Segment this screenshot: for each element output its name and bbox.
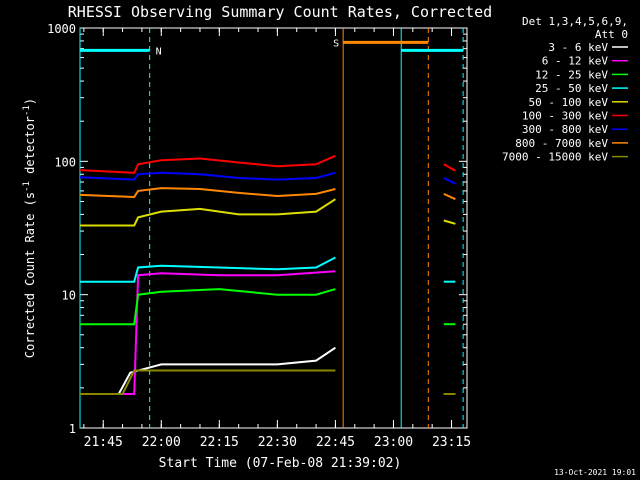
series-line xyxy=(443,219,456,225)
x-tick-label: 22:45 xyxy=(316,435,355,450)
legend-entry-label: 25 - 50 keV xyxy=(535,82,608,95)
legend-entry-label: 7000 - 15000 keV xyxy=(502,151,608,164)
series-line xyxy=(80,270,336,395)
legend-header: Det 1,3,4,5,6,9, xyxy=(522,15,628,28)
legend-entry-label: 300 - 800 keV xyxy=(522,123,608,136)
flag-label: S xyxy=(333,38,339,49)
timestamp: 13-Oct-2021 19:01 xyxy=(554,468,636,477)
chart-title: RHESSI Observing Summary Count Rates, Co… xyxy=(68,3,492,21)
x-tick-label: 22:30 xyxy=(258,435,297,450)
legend-entry-label: 6 - 12 keV xyxy=(542,55,609,68)
series-line xyxy=(443,163,456,172)
y-axis-label-part: ) xyxy=(23,98,37,105)
legend-entry-label: 800 - 7000 keV xyxy=(515,137,608,150)
series-line xyxy=(443,177,456,185)
series-line xyxy=(79,187,336,199)
y-tick-label: 1000 xyxy=(47,22,76,36)
y-tick-label: 1 xyxy=(69,422,76,436)
y-axis-label: Corrected Count Rate (s-1 detector-1) xyxy=(22,98,37,358)
x-tick-label: 22:00 xyxy=(142,435,181,450)
series-line xyxy=(443,192,456,201)
x-axis-label: Start Time (07-Feb-08 21:39:02) xyxy=(159,456,402,471)
y-axis-label-superscript: -1 xyxy=(22,105,32,116)
plot-frame xyxy=(79,27,468,429)
x-tick-label: 22:15 xyxy=(200,435,239,450)
y-axis-label-superscript: -1 xyxy=(22,181,32,192)
legend-entry-label: 12 - 25 keV xyxy=(535,68,608,81)
y-tick-label: 100 xyxy=(54,155,76,169)
y-axis-label-part: detector xyxy=(23,116,37,181)
series-line xyxy=(80,369,336,395)
series-line xyxy=(79,171,336,181)
series-line xyxy=(80,198,336,227)
plot-area: 1 10 100 1000 21:45 22:00 22:15 22:30 22:45 23:00… xyxy=(47,22,471,450)
legend-entry-label: 3 - 6 keV xyxy=(548,41,608,54)
flag-label: N xyxy=(156,46,162,57)
x-tick-label: 21:45 xyxy=(84,435,123,450)
series-line xyxy=(80,288,336,326)
legend-entry-label: 100 - 300 keV xyxy=(522,110,608,123)
legend-entry-label: 50 - 100 keV xyxy=(529,96,609,109)
y-axis-label-part: Corrected Count Rate (s xyxy=(23,192,37,358)
series-line xyxy=(80,346,336,395)
x-tick-label: 23:15 xyxy=(432,435,471,450)
y-tick-label: 10 xyxy=(62,289,76,303)
series-line xyxy=(79,154,336,174)
x-tick-label: 23:00 xyxy=(374,435,413,450)
legend-header: Att 0 xyxy=(595,28,628,41)
series-line xyxy=(80,256,336,283)
